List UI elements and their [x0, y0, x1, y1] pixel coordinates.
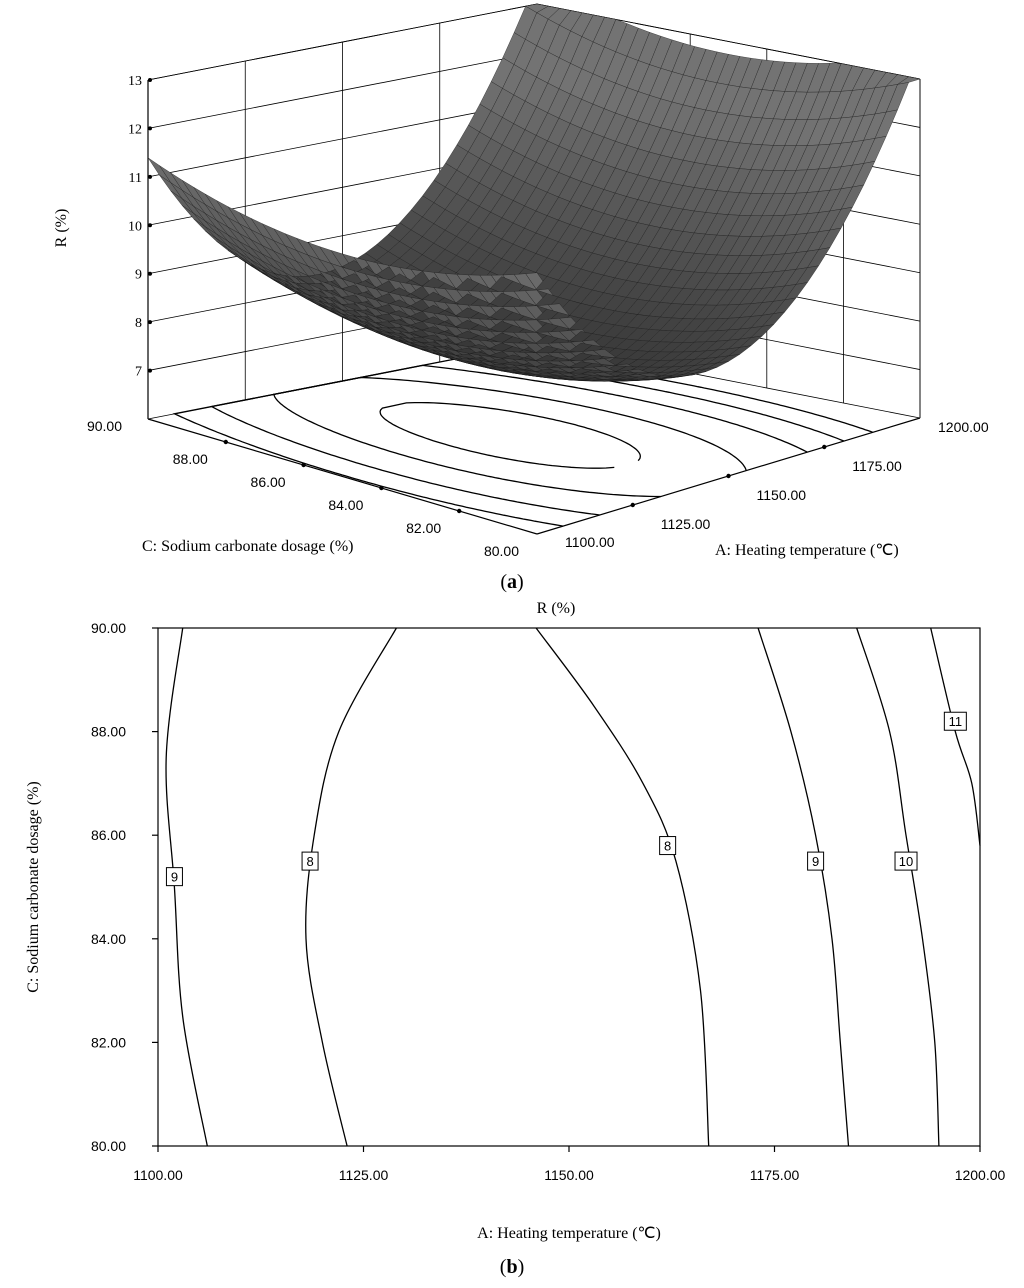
- z-tick-label: 12: [128, 122, 142, 137]
- y-tick-label: 88.00: [91, 724, 126, 740]
- x-tick-label: 1200.00: [938, 419, 989, 435]
- y-tick-label: 82.00: [406, 520, 441, 536]
- y-tick-label: 88.00: [173, 451, 208, 467]
- contour-x-axis-label: A: Heating temperature (℃): [477, 1225, 661, 1242]
- contour-lines: 9 8 8 9 10 11: [165, 627, 981, 1147]
- base-contour: [272, 376, 747, 498]
- contour-label-box: [165, 867, 183, 887]
- grid-line: [147, 100, 538, 178]
- contour-label-box: [659, 836, 677, 856]
- y-tick-label: 90.00: [87, 418, 122, 434]
- contour-title: R (%): [537, 600, 576, 617]
- contour-plot-frame: [157, 627, 981, 1147]
- z-tick-label: 7: [135, 365, 142, 380]
- x-tick-label: 1200.00: [955, 1167, 1006, 1183]
- y-tick-label: 86.00: [91, 827, 126, 843]
- y-tick-label: 84.00: [91, 931, 126, 947]
- x-tick-label: 1175.00: [750, 1167, 800, 1183]
- x-tick-label: 1100.00: [565, 534, 615, 550]
- z-tick-dot: [148, 271, 152, 276]
- contour-label-box: [894, 851, 918, 871]
- y-tick-label: 82.00: [91, 1034, 126, 1050]
- y-axis-label: C: Sodium carbonate dosage (%): [142, 538, 354, 555]
- base-contour: [172, 357, 845, 527]
- x-tick-label: 1175.00: [852, 458, 902, 474]
- y-tick-dot: [223, 439, 228, 445]
- z-tick-label: 11: [129, 171, 142, 186]
- grid-line: [147, 52, 538, 129]
- y-tick-dot: [379, 485, 384, 491]
- floor-edge: [147, 418, 538, 535]
- z-tick-label: 8: [135, 316, 142, 331]
- z-tick-label: 13: [128, 74, 142, 89]
- contour-label: 8: [306, 854, 313, 869]
- x-tick-label: 1125.00: [339, 1167, 389, 1183]
- contour-y-axis-label: C: Sodium carbonate dosage (%): [25, 781, 42, 993]
- contour-plot-ticks: 1100.00 1125.00 1150.00 1175.00 1200.00 80.00…: [91, 620, 1006, 1183]
- z-tick-dot: [148, 320, 152, 325]
- y-tick-label: 80.00: [484, 543, 519, 559]
- z-tick-dot: [148, 223, 152, 228]
- x-tick-label: 1125.00: [661, 516, 711, 532]
- contour-line-8: [535, 627, 710, 1147]
- z-tick-dot: [148, 368, 152, 373]
- z-tick-dot: [148, 174, 152, 179]
- x-tick-dot: [822, 444, 827, 450]
- surface-patch: [147, 157, 172, 183]
- y-tick-label: 80.00: [91, 1138, 126, 1154]
- x-tick-label: 1100.00: [133, 1167, 183, 1183]
- contour-label: 8: [664, 839, 671, 854]
- x-tick-label: 1150.00: [544, 1167, 594, 1183]
- contour-line-9: [165, 627, 208, 1147]
- y-tick-label: 84.00: [328, 497, 363, 513]
- y-tick-label: 90.00: [91, 620, 126, 636]
- contour-label: 11: [949, 714, 963, 729]
- contour-label: 9: [171, 870, 178, 885]
- contour-label-box: [943, 711, 967, 731]
- z-axis-label: R (%): [53, 209, 70, 248]
- surface-plot: 7 8 9 10 11 12 13 80.00 82.00 84.00 86.00 88.00 90.0…: [53, 3, 989, 559]
- surface-plot-ticks: 7 8 9 10 11 12 13 80.00 82.00 84.00 86.00 88.00 90.0…: [87, 74, 989, 559]
- y-tick-label: 86.00: [251, 474, 286, 490]
- contour-label: 9: [812, 854, 819, 869]
- base-contour: [379, 401, 641, 469]
- contour-plot: R (%) 1100.00 1125.00 1150.00 1175.00 1200.0…: [25, 600, 1006, 1242]
- x-axis-label: A: Heating temperature (℃): [715, 542, 899, 559]
- z-tick-label: 10: [128, 219, 142, 234]
- caption-a: (a): [500, 571, 523, 593]
- grid-line: [147, 3, 538, 81]
- contour-line-8: [305, 627, 397, 1147]
- base-contour: [209, 364, 808, 516]
- y-tick-dot: [457, 508, 462, 514]
- caption-b: (b): [500, 1256, 524, 1278]
- contour-label-box: [301, 851, 319, 871]
- x-tick-label: 1150.00: [757, 487, 807, 503]
- z-tick-dot: [148, 78, 152, 82]
- surface-mesh: [147, 3, 921, 382]
- z-tick-dot: [148, 126, 152, 131]
- contour-label: 10: [899, 854, 913, 869]
- x-tick-dot: [630, 502, 635, 508]
- surface-plot-base-contours: [172, 351, 874, 527]
- x-tick-dot: [726, 473, 731, 479]
- z-tick-label: 9: [135, 268, 142, 283]
- contour-line-10: [856, 627, 940, 1147]
- y-tick-dot: [301, 462, 306, 468]
- contour-line-11: [930, 627, 981, 846]
- contour-line-9: [757, 627, 850, 1147]
- contour-label-box: [807, 851, 825, 871]
